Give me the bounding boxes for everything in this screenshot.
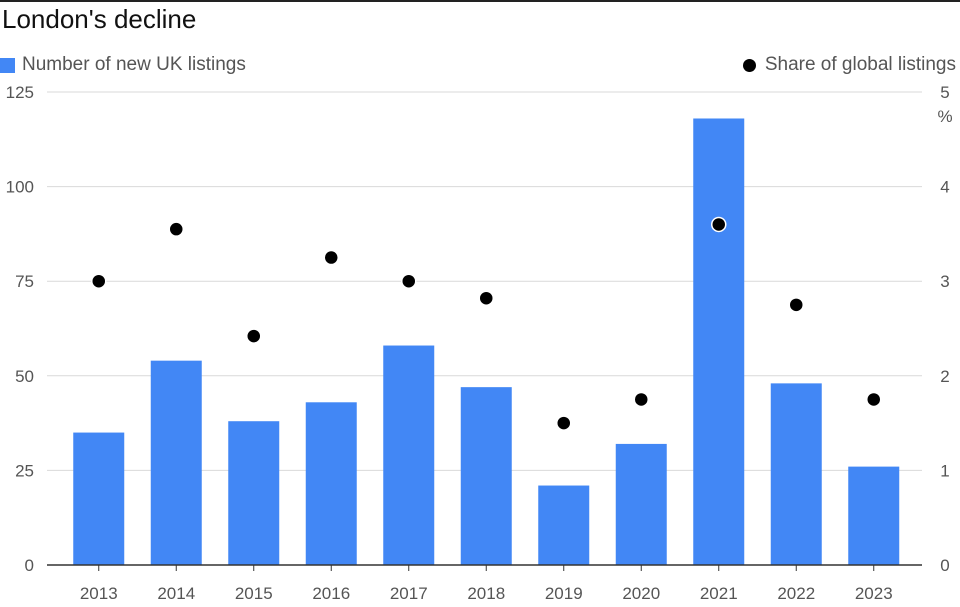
x-tick-label-2018: 2018 bbox=[467, 584, 505, 603]
y-right-unit-label: % bbox=[937, 107, 952, 126]
y-left-tick-label: 100 bbox=[6, 178, 34, 197]
y-left-tick-label: 50 bbox=[15, 367, 34, 386]
bar-2019 bbox=[538, 485, 590, 565]
y-right-tick-label: 2 bbox=[940, 367, 949, 386]
dot-2018 bbox=[478, 290, 494, 306]
legend-bar-swatch bbox=[0, 57, 15, 73]
x-tick-label-2014: 2014 bbox=[157, 584, 195, 603]
legend-dot-marker bbox=[742, 58, 756, 72]
legend-bars: Number of new UK listings bbox=[0, 54, 246, 76]
dot-2021 bbox=[711, 216, 727, 233]
y-right-tick-label: 1 bbox=[940, 461, 949, 480]
x-tick-label-2022: 2022 bbox=[777, 584, 815, 603]
bar-2014 bbox=[150, 360, 202, 565]
bar-2016 bbox=[305, 402, 357, 565]
bar-2015 bbox=[228, 421, 280, 565]
x-tick-label-2017: 2017 bbox=[390, 584, 428, 603]
top-rule bbox=[0, 0, 960, 2]
x-tick-label-2013: 2013 bbox=[80, 584, 118, 603]
dot-2023 bbox=[866, 391, 882, 408]
bar-2013 bbox=[73, 432, 125, 565]
y-right-tick-label: 5 bbox=[940, 83, 949, 102]
x-tick-label-2021: 2021 bbox=[700, 584, 738, 603]
dot-2022 bbox=[788, 297, 804, 313]
x-tick-label-2023: 2023 bbox=[855, 584, 893, 603]
dot-2017 bbox=[401, 273, 417, 289]
bar-2020 bbox=[615, 443, 667, 565]
y-left-tick-label: 0 bbox=[25, 556, 34, 575]
bar-2017 bbox=[383, 345, 435, 565]
legend-bars-label: Number of new UK listings bbox=[22, 54, 246, 75]
y-right-tick-label: 4 bbox=[940, 178, 949, 197]
y-left-tick-label: 25 bbox=[15, 461, 34, 480]
dot-2020 bbox=[633, 391, 649, 408]
x-tick-label-2020: 2020 bbox=[622, 584, 660, 603]
dot-2016 bbox=[323, 249, 339, 266]
dot-2013 bbox=[91, 273, 107, 289]
legend-dots-label: Share of global listings bbox=[764, 54, 956, 75]
x-tick-label-2019: 2019 bbox=[545, 584, 583, 603]
x-tick-label-2016: 2016 bbox=[312, 584, 350, 603]
y-left-tick-label: 75 bbox=[15, 272, 34, 291]
dot-2015 bbox=[246, 328, 262, 344]
y-left-tick-label: 125 bbox=[6, 83, 34, 102]
bar-2023 bbox=[848, 466, 900, 565]
y-right-tick-label: 3 bbox=[940, 272, 949, 291]
chart-title: London's decline bbox=[2, 4, 197, 34]
bar-2018 bbox=[460, 387, 512, 565]
x-tick-label-2015: 2015 bbox=[235, 584, 273, 603]
y-right-tick-label: 0 bbox=[940, 556, 949, 575]
bar-2022 bbox=[770, 383, 822, 565]
legend-dots: Share of global listings bbox=[742, 54, 956, 76]
dot-2014 bbox=[168, 221, 184, 237]
dot-2019 bbox=[556, 415, 572, 431]
bar-2021 bbox=[693, 118, 745, 565]
